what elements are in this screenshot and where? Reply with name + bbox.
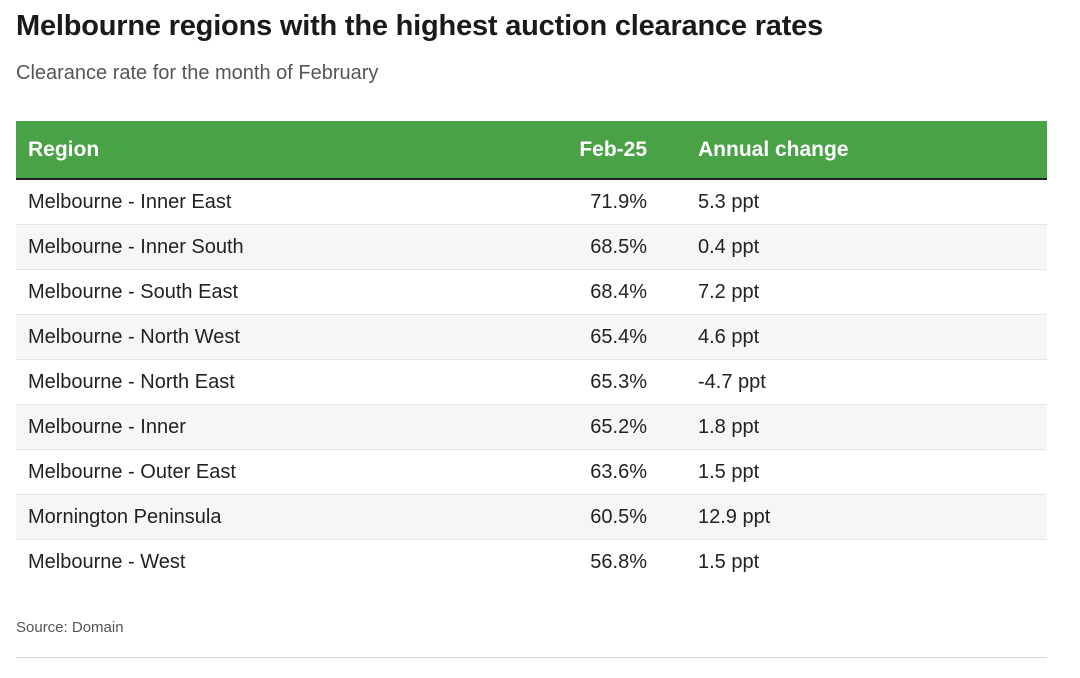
table-row: Melbourne - Inner 65.2% 1.8 ppt: [16, 404, 1047, 450]
region-cell: Melbourne - Inner: [16, 404, 536, 450]
table-body: Melbourne - Inner East 71.9% 5.3 ppt Melbou…: [16, 179, 1047, 584]
chart-container: Melbourne regions with the highest aucti…: [16, 0, 1047, 658]
region-cell: Melbourne - North East: [16, 359, 536, 405]
region-cell: Melbourne - Inner East: [28, 190, 232, 213]
table-row: Melbourne - Inner South 68.5% 0.4 ppt: [16, 224, 1047, 270]
column-header-region: Region: [16, 121, 536, 180]
region-cell: Mornington Peninsula: [16, 494, 536, 540]
table-row: Melbourne - North East 65.3% -4.7 ppt: [16, 359, 1047, 405]
annual-change-cell: 12.9 ppt: [673, 494, 1047, 540]
region-cell: Melbourne - Inner South: [16, 224, 536, 270]
region-cell: Melbourne - West: [16, 539, 536, 584]
source-note: Source: Domain: [16, 619, 124, 636]
region-cell: Melbourne - North West: [16, 314, 536, 360]
chart-title: Melbourne regions with the highest aucti…: [16, 10, 824, 42]
clearance-rate-cell: 65.2%: [536, 404, 673, 450]
clearance-rate-cell: 56.8%: [536, 539, 673, 584]
table-row: Mornington Peninsula 60.5% 12.9 ppt: [16, 494, 1047, 540]
table-row: Melbourne - North West 65.4% 4.6 ppt: [16, 314, 1047, 360]
column-header-annual-change: Annual change: [673, 121, 1047, 180]
table-header-row: Region Feb-25 Annual change: [16, 121, 1047, 180]
annual-change-cell: 5.3 ppt: [698, 190, 760, 213]
chart-subtitle: Clearance rate for the month of February: [16, 62, 379, 84]
table-row: Melbourne - Outer East 63.6% 1.5 ppt: [16, 449, 1047, 495]
annual-change-cell: -4.7 ppt: [673, 359, 1047, 405]
annual-change-cell: 1.8 ppt: [673, 404, 1047, 450]
clearance-rate-table: Region Feb-25 Annual change Melbourne - …: [16, 121, 1047, 584]
clearance-rate-cell: 68.5%: [536, 224, 673, 270]
clearance-rate-cell: 71.9%: [590, 190, 647, 213]
bottom-divider: [16, 657, 1047, 658]
annual-change-cell: 0.4 ppt: [673, 224, 1047, 270]
table-header: Region Feb-25 Annual change: [16, 121, 1047, 180]
annual-change-cell: 1.5 ppt: [673, 539, 1047, 584]
region-cell: Melbourne - Outer East: [16, 449, 536, 495]
table-row: Melbourne - West 56.8% 1.5 ppt: [16, 539, 1047, 584]
clearance-rate-cell: 68.4%: [536, 269, 673, 315]
column-header-feb-25: Feb-25: [536, 121, 673, 180]
table-row: Melbourne - South East 68.4% 7.2 ppt: [16, 269, 1047, 315]
annual-change-cell: 4.6 ppt: [673, 314, 1047, 360]
annual-change-cell: 1.5 ppt: [673, 449, 1047, 495]
table-row: Melbourne - Inner East 71.9% 5.3 ppt: [16, 179, 1047, 225]
annual-change-cell: 7.2 ppt: [673, 269, 1047, 315]
region-cell: Melbourne - South East: [16, 269, 536, 315]
clearance-rate-cell: 65.4%: [536, 314, 673, 360]
clearance-rate-cell: 60.5%: [536, 494, 673, 540]
clearance-rate-cell: 63.6%: [536, 449, 673, 495]
clearance-rate-cell: 65.3%: [536, 359, 673, 405]
